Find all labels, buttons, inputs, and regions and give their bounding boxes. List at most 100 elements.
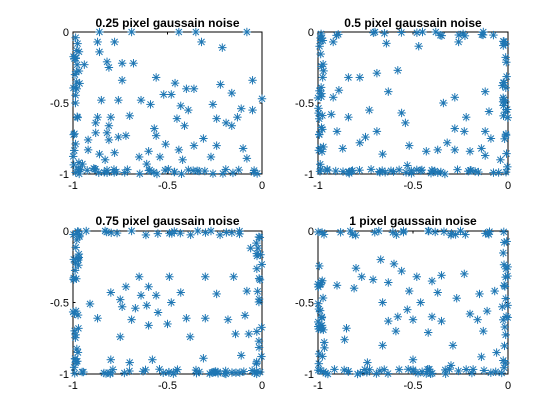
data-point-edge (176, 228, 185, 238)
data-point (397, 108, 406, 118)
data-point (212, 114, 221, 123)
subplot-1-noise: 1 pixel gaussain noise -1 -0.5 0 -1 -0.5 0 (295, 214, 512, 392)
data-point (242, 286, 252, 296)
subplot-0-25-noise: 0.25 pixel gaussain noise -1 -0.5 0 -1 -0.5 0 (50, 16, 267, 192)
data-point (227, 88, 236, 98)
data-point (412, 272, 421, 281)
data-point-edge (316, 143, 325, 152)
data-point (370, 27, 380, 37)
data-point (91, 128, 100, 138)
data-point (110, 37, 119, 47)
data-point-edge (460, 31, 470, 41)
data-point (460, 269, 469, 279)
data-point (481, 87, 490, 96)
data-point (104, 121, 114, 130)
data-point (116, 295, 125, 304)
data-point (199, 134, 208, 143)
data-point-edge (318, 125, 327, 134)
data-point (102, 128, 112, 138)
data-point-edge (439, 227, 449, 236)
data-point-edge (315, 42, 324, 51)
data-point-edge (316, 160, 325, 169)
data-point-edge (315, 130, 324, 139)
data-point (151, 131, 161, 140)
data-point (191, 27, 201, 37)
data-point-edge (123, 165, 132, 174)
data-point (384, 87, 393, 96)
data-point-edge (213, 369, 223, 378)
data-point (223, 315, 233, 324)
data-point (197, 37, 206, 47)
data-point-edge (228, 168, 238, 178)
data-point (150, 124, 159, 133)
data-point (479, 326, 488, 336)
data-point-edge (380, 365, 389, 374)
data-point-edge (215, 230, 225, 240)
data-point-edge (102, 168, 112, 177)
data-point (374, 226, 383, 236)
data-point (176, 288, 185, 297)
data-point-edge (436, 167, 446, 177)
y-tick-label: -0.5 (50, 298, 69, 310)
data-point (433, 288, 442, 297)
data-point (414, 42, 423, 51)
data-point (351, 263, 361, 273)
data-point (405, 141, 414, 150)
data-point-edge (177, 169, 186, 179)
data-point (117, 59, 127, 68)
data-point (142, 159, 151, 169)
data-point-edge (317, 33, 327, 43)
y-tick-label: 0 (308, 226, 314, 238)
data-point (401, 118, 410, 128)
data-point-edge (360, 365, 369, 374)
data-point (479, 27, 488, 37)
data-point-edge (500, 238, 509, 247)
data-point (229, 272, 238, 281)
data-point-edge (331, 166, 340, 176)
data-point-edge (227, 228, 237, 237)
x-tick-label: 0 (259, 180, 265, 192)
data-point (174, 27, 184, 37)
data-point-edge (71, 243, 80, 252)
data-point-edge (499, 227, 508, 237)
data-point-edge (317, 62, 326, 71)
data-point (136, 95, 146, 105)
x-tick-label: -1 (68, 380, 78, 392)
data-point (378, 149, 387, 159)
data-point (481, 151, 490, 160)
data-point (129, 59, 138, 68)
data-point (327, 110, 336, 119)
data-point (148, 355, 157, 364)
data-point (427, 312, 437, 321)
data-point (450, 145, 459, 155)
data-point (397, 266, 406, 276)
data-point (95, 149, 104, 159)
data-point (159, 90, 168, 99)
data-point-edge (252, 251, 262, 261)
x-tick-label: -0.5 (404, 180, 423, 192)
data-point-edge (500, 341, 509, 351)
y-tick-label: -0.5 (295, 298, 314, 310)
data-point (384, 278, 393, 287)
data-point-edge (255, 275, 265, 285)
data-point-edge (249, 166, 259, 175)
data-point-edge (73, 227, 82, 236)
data-point (93, 113, 102, 122)
data-point-edge (75, 169, 84, 179)
data-point-edge (501, 330, 510, 340)
subplot-title: 0.75 pixel gaussain noise (95, 214, 239, 228)
data-point-edge (70, 354, 80, 364)
data-point (248, 105, 257, 115)
data-point (121, 282, 131, 291)
data-point (450, 93, 459, 102)
data-point (125, 358, 134, 367)
data-point-edge (317, 313, 326, 322)
data-point-edge (380, 29, 389, 38)
data-point (450, 124, 459, 133)
data-point-edge (446, 230, 456, 240)
data-point-edge (74, 66, 84, 76)
data-point (427, 276, 437, 286)
data-point (72, 84, 81, 93)
data-point (212, 289, 221, 299)
